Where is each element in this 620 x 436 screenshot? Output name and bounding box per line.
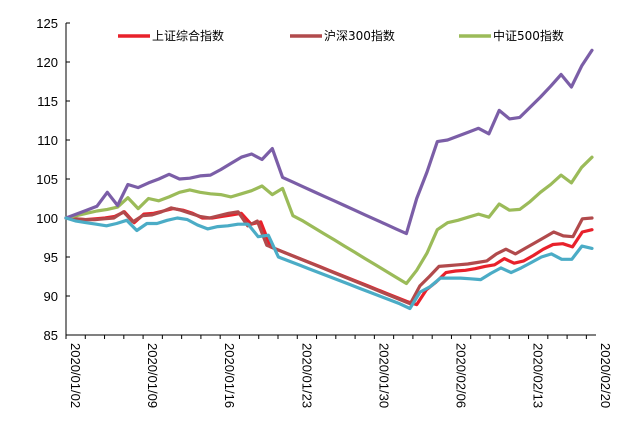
y-tick-label: 110 — [37, 133, 58, 148]
x-tick-label: 2020/01/02 — [68, 343, 83, 408]
y-tick-label: 105 — [36, 172, 58, 187]
x-tick-label: 2020/01/30 — [376, 343, 391, 408]
x-tick-label: 2020/02/06 — [453, 343, 468, 408]
x-tick-label: 2020/01/09 — [145, 343, 160, 408]
x-tick-label: 2020/02/13 — [531, 343, 546, 408]
legend-label-1: 沪深300指数 — [324, 28, 395, 43]
legend-label-0: 上证综合指数 — [152, 28, 224, 43]
series-layer — [64, 48, 594, 311]
x-tick-label: 2020/02/20 — [598, 343, 613, 408]
x-tick-label: 2020/01/16 — [222, 343, 237, 408]
series-line-4 — [64, 216, 594, 311]
legend-label-2: 中证500指数 — [493, 28, 564, 43]
y-tick-label: 115 — [37, 94, 58, 109]
x-tick-label: 2020/01/23 — [299, 343, 314, 408]
series-line-1 — [64, 206, 594, 306]
y-tick-label: 100 — [36, 211, 58, 226]
y-tick-label: 125 — [36, 16, 58, 31]
series-line-2 — [64, 155, 594, 286]
y-tick-label: 90 — [44, 289, 58, 304]
y-tick-label: 95 — [44, 250, 58, 265]
y-axis: 85 90 95 100 105 110 115 120 125 — [36, 16, 70, 343]
y-tick-label: 120 — [36, 55, 58, 70]
legend: 上证综合指数 沪深300指数 中证500指数 — [118, 28, 564, 43]
y-tick-label: 85 — [44, 328, 58, 343]
plot-frame — [65, 23, 596, 336]
series-line-3 — [64, 48, 594, 236]
x-axis: 2020/01/02 2020/01/09 2020/01/16 2020/01/23… — [65, 335, 613, 408]
